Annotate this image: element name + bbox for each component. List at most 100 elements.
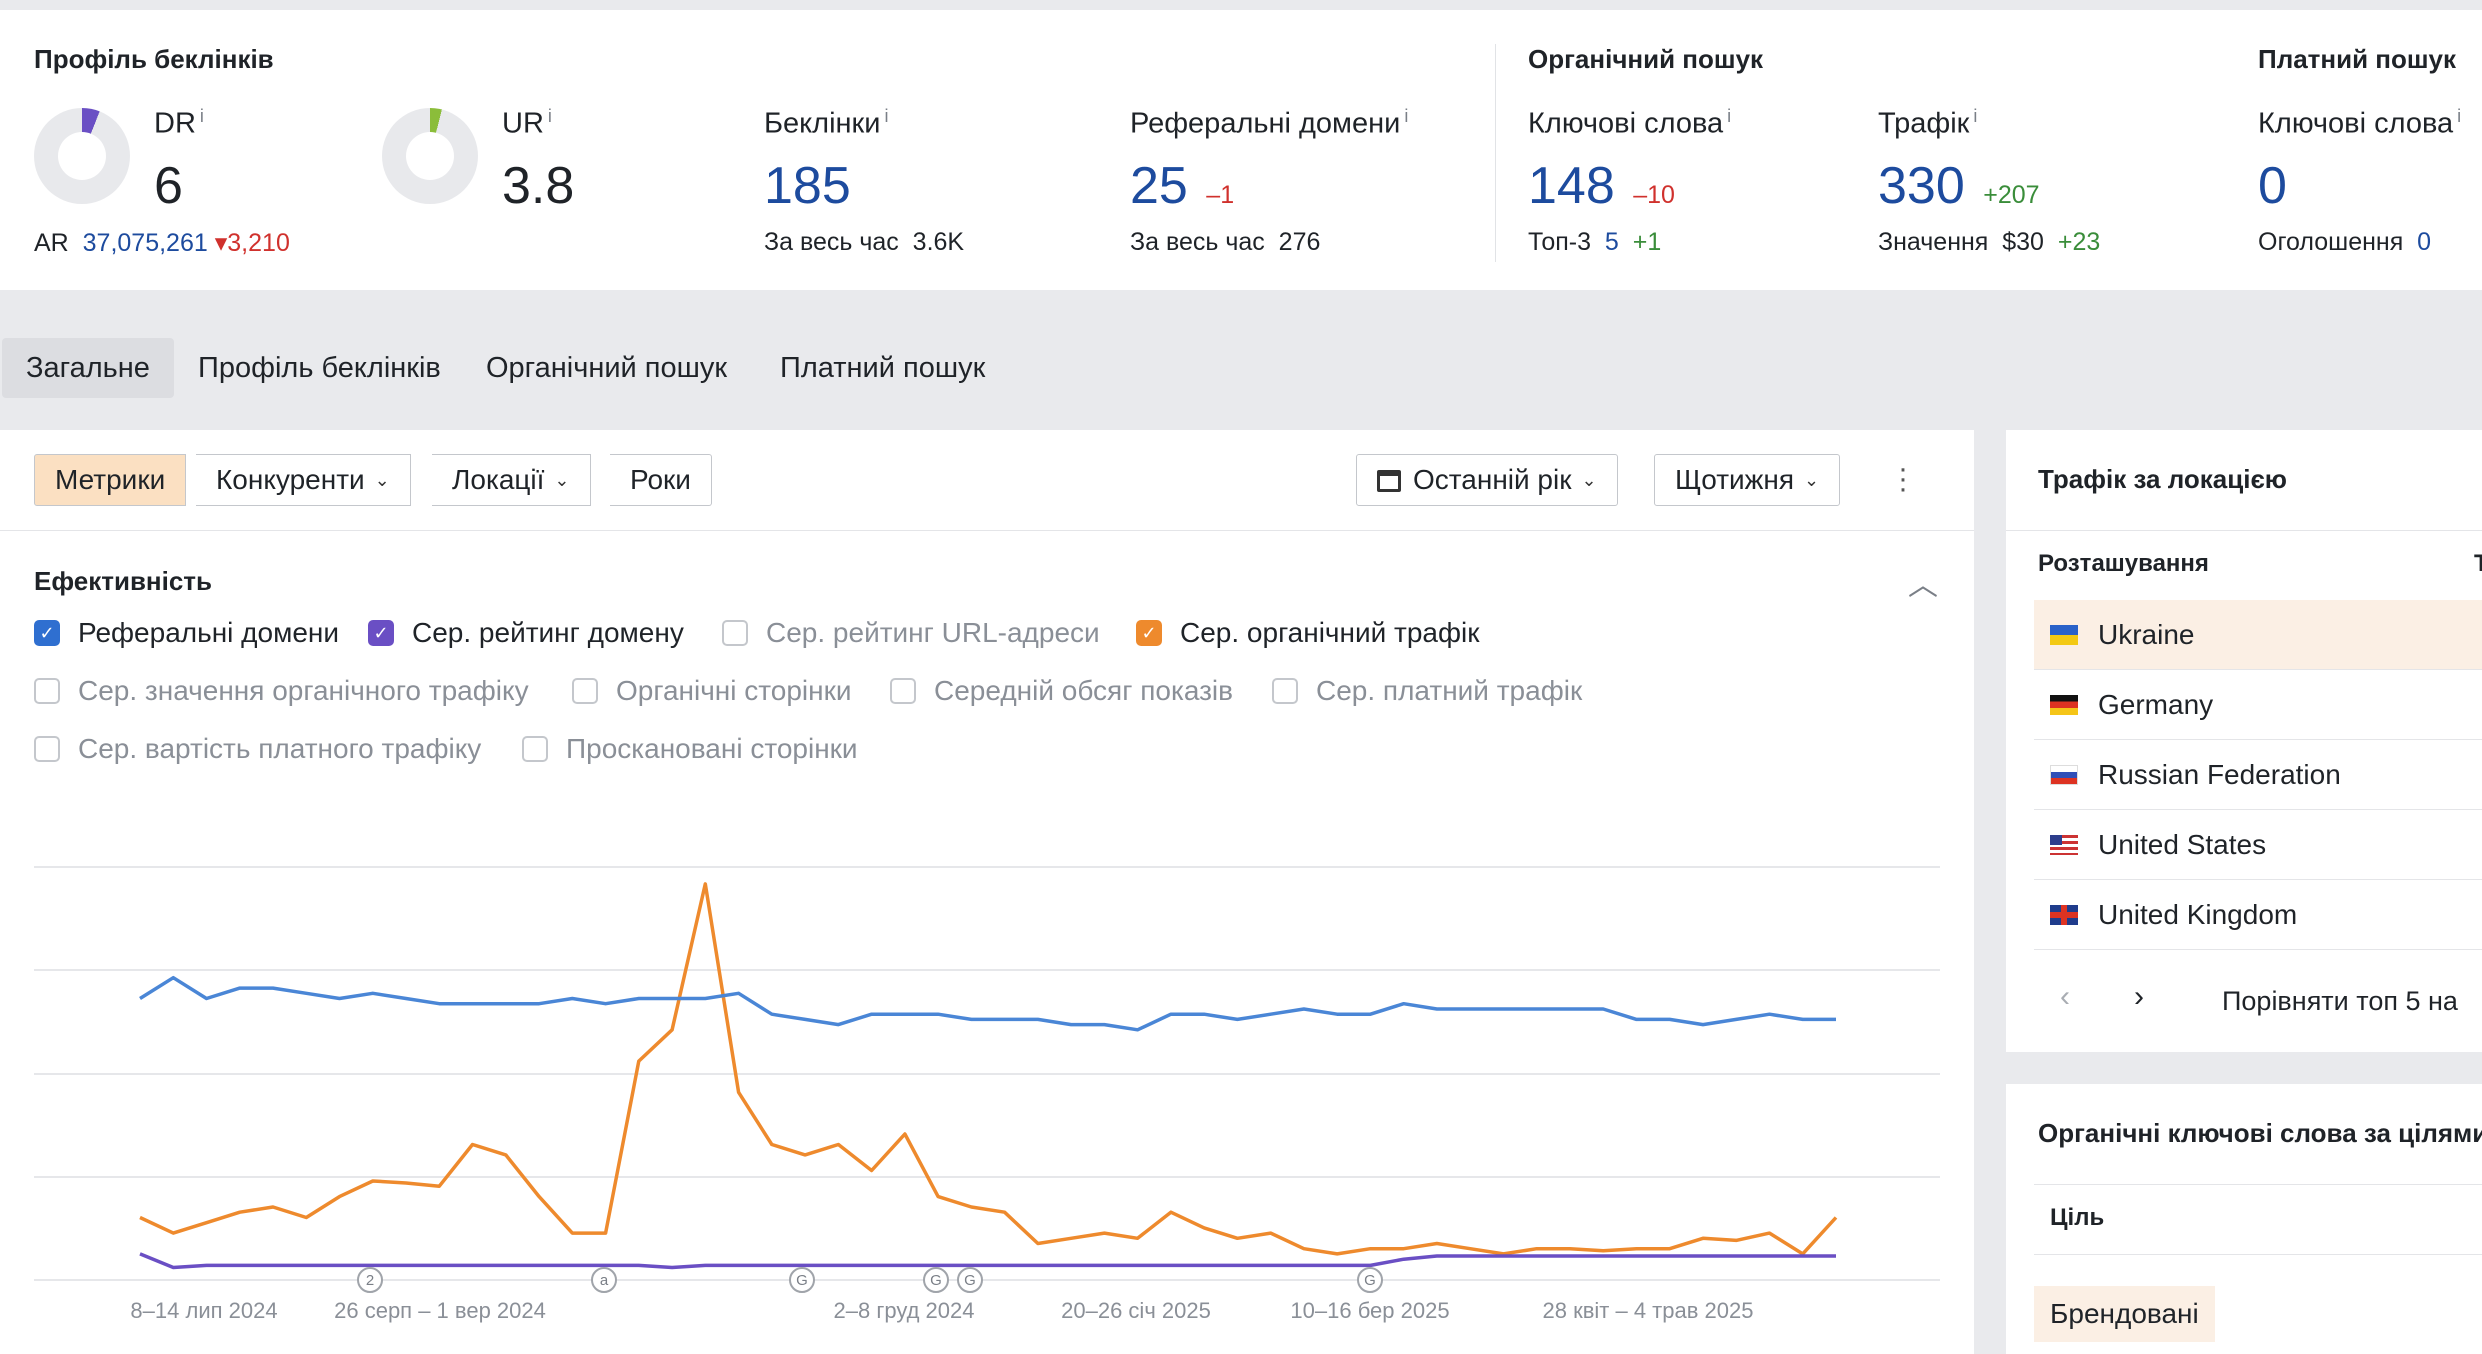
- chevron-down-icon: ⌄: [1804, 470, 1820, 490]
- checkbox-avg-dr[interactable]: ✓ Сер. рейтинг домену: [368, 613, 684, 653]
- location-row[interactable]: United Kingdom: [2034, 880, 2482, 950]
- x-tick-label: 20–26 січ 2025: [1061, 1298, 1211, 1323]
- location-row[interactable]: Germany: [2034, 670, 2482, 740]
- org-traffic-label[interactable]: Трафік i: [1878, 106, 1978, 140]
- paid-keywords-value[interactable]: 0: [2258, 157, 2287, 215]
- event-marker[interactable]: 2: [357, 1267, 383, 1293]
- svg-text:G: G: [930, 1272, 942, 1289]
- ur-donut: [382, 108, 478, 204]
- backlink-profile-title: Профіль беклінків: [34, 44, 274, 74]
- collapse-icon[interactable]: ︿: [1908, 569, 1938, 602]
- dr-value: 6: [154, 157, 183, 215]
- competitors-dropdown[interactable]: Конкуренти ⌄: [196, 454, 411, 506]
- organic-title: Органічний пошук: [1528, 44, 1764, 74]
- series-line-1[interactable]: [139, 1252, 1836, 1270]
- location-row[interactable]: Ukraine: [2034, 600, 2482, 670]
- traffic-by-location-card: Трафік за локацією Розташування Т: [2006, 430, 2482, 1052]
- tab-backlink-profile[interactable]: Профіль беклінків: [198, 352, 441, 384]
- next-page-icon[interactable]: ›: [2134, 980, 2144, 1013]
- ar-value[interactable]: 37,075,261: [82, 229, 208, 257]
- column-header-cut: Т: [2474, 550, 2482, 577]
- ref-domains-value[interactable]: 25: [1130, 157, 1188, 215]
- org-keywords-value[interactable]: 148: [1528, 157, 1615, 215]
- card-divider: [2006, 530, 2482, 531]
- efficiency-chart[interactable]: 2 a G G G G 8–14 лип 2024 26 серп – 1 вер 2024 2…: [0, 854, 1974, 1354]
- org-traffic-value[interactable]: 330: [1878, 157, 1965, 215]
- checkbox-organic-pages[interactable]: Органічні сторінки: [572, 671, 851, 711]
- paid-keywords-label[interactable]: Ключові слова i: [2258, 106, 2462, 140]
- checkbox-ref-domains[interactable]: ✓ Реферальні домени: [34, 613, 339, 653]
- efficiency-title: Ефективність: [34, 566, 213, 596]
- ukraine-flag-icon: [2050, 624, 2078, 645]
- locations-dropdown[interactable]: Локації ⌄: [432, 454, 591, 506]
- main-panel: Метрики Конкуренти ⌄ Локації ⌄ Роки Останн…: [0, 430, 1974, 1354]
- paid-title: Платний пошук: [2258, 44, 2457, 74]
- ar-delta: ▾3,210: [214, 229, 290, 257]
- org-traffic-value-sub: Значення $30 +23: [1878, 228, 2101, 256]
- series-line-0[interactable]: [139, 975, 1836, 1032]
- org-traffic-value-row: 330 +207: [1878, 156, 2040, 216]
- svg-text:G: G: [964, 1272, 976, 1289]
- svg-text:G: G: [1364, 1272, 1376, 1289]
- org-keywords-value-row: 148 –10: [1528, 156, 1675, 216]
- ar-row: AR 37,075,261 ▾3,210: [34, 229, 290, 257]
- dr-label[interactable]: DR i: [154, 106, 204, 140]
- summary-divider: [1495, 44, 1496, 262]
- period-dropdown[interactable]: Останній рік ⌄: [1356, 454, 1618, 506]
- metrics-button[interactable]: Метрики: [34, 454, 187, 506]
- checkbox-paid-traffic-cost[interactable]: Сер. вартість платного трафіку: [34, 729, 481, 769]
- intent-column-header: Ціль: [2050, 1204, 2105, 1231]
- backlinks-label[interactable]: Беклінки i: [764, 106, 889, 140]
- ref-domains-label[interactable]: Реферальні домени i: [1130, 106, 1409, 140]
- ref-domains-value-row: 25 –1: [1130, 156, 1234, 216]
- checkbox-avg-organic-traffic[interactable]: ✓ Сер. органічний трафік: [1136, 613, 1480, 653]
- backlinks-value[interactable]: 185: [764, 157, 851, 215]
- compare-top5[interactable]: Порівняти топ 5 на: [2222, 986, 2458, 1016]
- event-marker[interactable]: G: [1357, 1267, 1383, 1293]
- event-marker[interactable]: G: [923, 1267, 949, 1293]
- backlinks-all-time: За весь час 3.6K: [764, 228, 965, 256]
- event-marker[interactable]: G: [957, 1267, 983, 1293]
- checkbox-avg-impressions[interactable]: Середній обсяг показів: [890, 671, 1233, 711]
- toolbar-divider: [0, 530, 1974, 531]
- location-row[interactable]: Russian Federation: [2034, 740, 2482, 810]
- x-tick-label: 2–8 груд 2024: [834, 1298, 975, 1323]
- years-button[interactable]: Роки: [610, 454, 712, 506]
- ref-domains-all-time: За весь час 276: [1130, 228, 1321, 256]
- russia-flag-icon: [2050, 764, 2078, 785]
- calendar-icon: [1377, 470, 1401, 492]
- chevron-down-icon: ⌄: [554, 470, 570, 490]
- checkbox-avg-ur[interactable]: Сер. рейтинг URL-адреси: [722, 613, 1100, 653]
- dr-donut: [34, 108, 130, 204]
- ur-label[interactable]: UR i: [502, 106, 552, 140]
- top3-delta: +1: [1632, 228, 1662, 256]
- interval-dropdown[interactable]: Щотижня ⌄: [1654, 454, 1841, 506]
- organic-intent-card: Органічні ключові слова за цілями Ціль Б…: [2006, 1084, 2482, 1354]
- prev-page-icon[interactable]: ‹: [2060, 980, 2070, 1013]
- tab-organic-search[interactable]: Органічний пошук: [486, 352, 728, 384]
- location-row[interactable]: United States: [2034, 810, 2482, 880]
- event-marker[interactable]: G: [789, 1267, 815, 1293]
- chevron-down-icon: ⌄: [374, 470, 390, 490]
- checkbox-paid-traffic[interactable]: Сер. платний трафік: [1272, 671, 1582, 711]
- checkbox-organic-traffic-value[interactable]: Сер. значення органічного трафіку: [34, 671, 529, 711]
- series-line-2[interactable]: [139, 882, 1838, 1256]
- tab-general[interactable]: Загальне: [2, 338, 174, 398]
- branded-badge[interactable]: Брендовані: [2034, 1286, 2215, 1342]
- chevron-down-icon: ⌄: [1581, 470, 1597, 490]
- org-keywords-label[interactable]: Ключові слова i: [1528, 106, 1732, 140]
- tab-paid-search[interactable]: Платний пошук: [780, 352, 986, 384]
- org-keywords-delta: –10: [1633, 181, 1675, 209]
- org-keywords-top3: Топ-3 5 +1: [1528, 228, 1662, 256]
- event-marker[interactable]: a: [591, 1267, 617, 1293]
- x-tick-label: 28 квіт – 4 трав 2025: [1543, 1298, 1754, 1323]
- more-options-icon[interactable]: · · ·: [1898, 452, 1908, 505]
- x-tick-label: 10–16 бер 2025: [1290, 1298, 1449, 1323]
- uk-flag-icon: [2050, 904, 2078, 925]
- ur-value: 3.8: [502, 157, 575, 215]
- checkbox-crawled-pages[interactable]: Проскановані сторінки: [522, 729, 858, 769]
- ref-domains-delta: –1: [1206, 181, 1235, 209]
- top3-value[interactable]: 5: [1604, 228, 1619, 256]
- summary-card: Профіль беклінків Органічний пошук Платн…: [0, 10, 2482, 290]
- germany-flag-icon: [2050, 694, 2078, 715]
